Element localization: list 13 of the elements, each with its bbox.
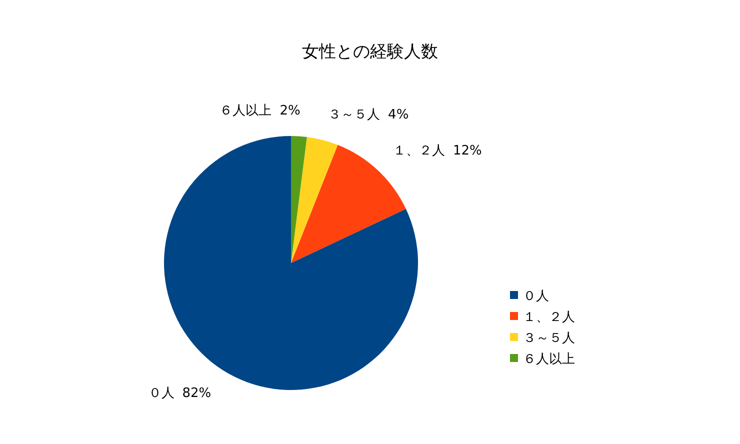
legend-label: ６人以上: [523, 352, 575, 367]
data-label: 2%: [280, 103, 300, 118]
data-label: 4%: [388, 108, 409, 123]
chart-title: 女性との経験人数: [302, 42, 438, 62]
data-label: 12%: [453, 143, 482, 158]
slice-label: ３～５人: [328, 108, 380, 123]
data-label: 82%: [182, 386, 212, 401]
legend-label: ３～５人: [523, 331, 575, 346]
slice-label: ６人以上: [220, 103, 272, 118]
slice-label: ０人: [148, 386, 174, 401]
slice-label: １、２人: [393, 143, 445, 158]
legend-label: ０人: [523, 289, 549, 304]
legend-label: １、２人: [523, 310, 575, 325]
